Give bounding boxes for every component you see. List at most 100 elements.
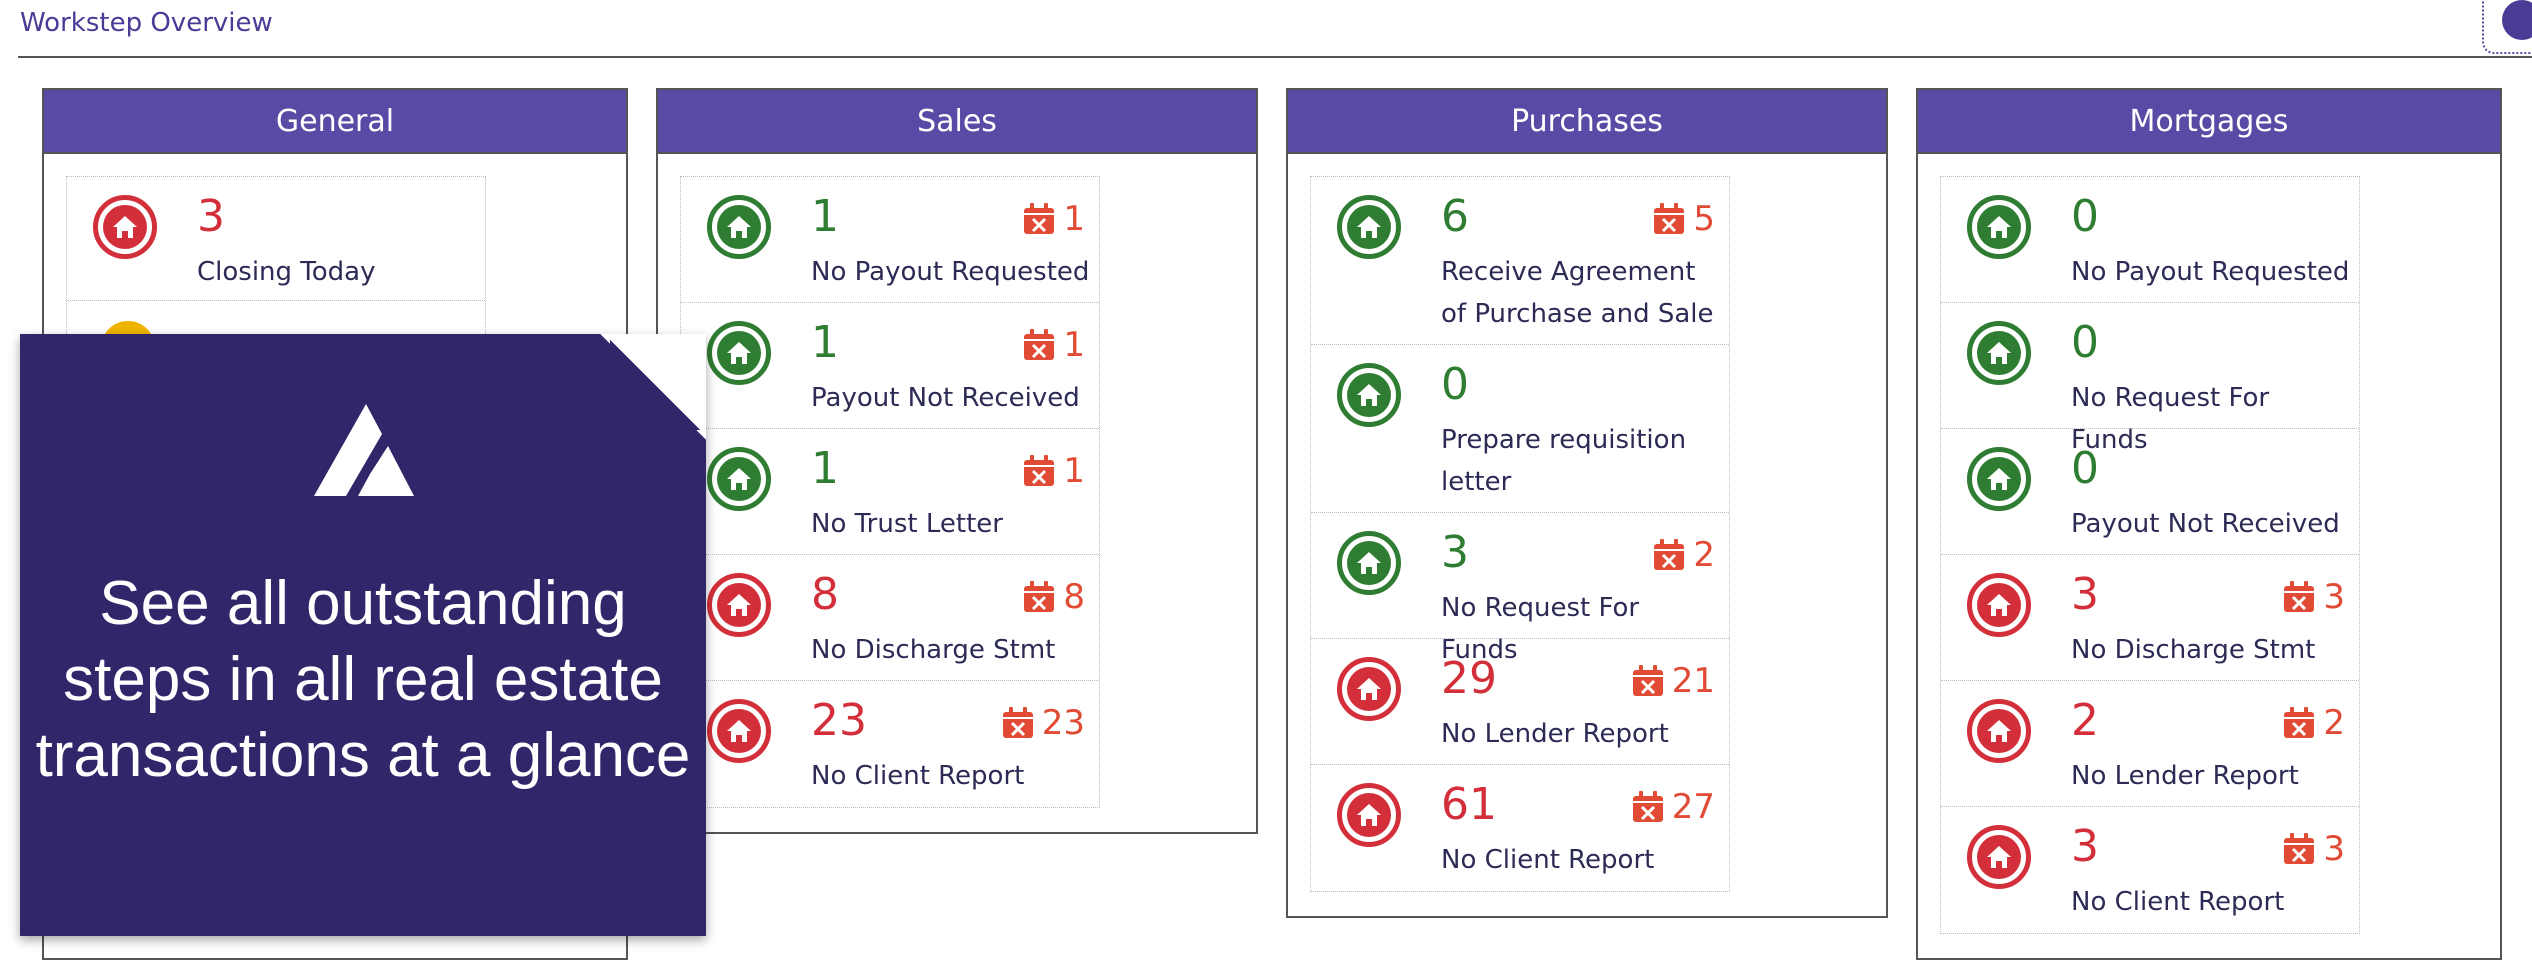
item-label: Payout Not Received xyxy=(811,383,1080,413)
page-title: Workstep Overview xyxy=(20,8,273,38)
overdue-badge[interactable]: 2 xyxy=(2281,703,2345,743)
list-item[interactable]: 23 23 No Client Report xyxy=(681,681,1099,807)
item-count: 1 xyxy=(811,191,839,242)
overdue-badge[interactable]: 23 xyxy=(1000,703,1085,743)
promo-tagline: See all outstanding steps in all real es… xyxy=(35,569,691,790)
user-menu-tab[interactable] xyxy=(2482,0,2532,54)
item-count: 2 xyxy=(2071,695,2099,746)
calendar-x-icon xyxy=(1024,329,1055,360)
item-count: 0 xyxy=(2071,317,2099,368)
overdue-badge[interactable]: 5 xyxy=(1651,199,1715,239)
list-item[interactable]: 1 1 Payout Not Received xyxy=(681,303,1099,429)
item-label: No Request For Funds xyxy=(2071,383,2270,455)
list-item[interactable]: 0 Prepare requisition letter xyxy=(1311,345,1729,513)
item-label: No Client Report xyxy=(1441,845,1655,875)
promo-overlay: See all outstanding steps in all real es… xyxy=(20,334,706,936)
calendar-x-icon xyxy=(2284,581,2315,612)
home-icon xyxy=(1967,195,2031,259)
overdue-badge[interactable]: 1 xyxy=(1021,199,1085,239)
home-icon xyxy=(1967,699,2031,763)
item-label: No Payout Requested xyxy=(2071,257,2350,287)
calendar-x-icon xyxy=(1024,203,1055,234)
overdue-badge[interactable]: 1 xyxy=(1021,325,1085,365)
list-item[interactable]: 29 21 No Lender Report xyxy=(1311,639,1729,765)
item-label: Closing Today xyxy=(197,257,376,287)
panel-title: Mortgages xyxy=(1918,90,2500,154)
calendar-x-icon xyxy=(1654,203,1685,234)
item-count: 3 xyxy=(2071,821,2099,872)
home-icon xyxy=(1337,657,1401,721)
overdue-badge[interactable]: 3 xyxy=(2281,577,2345,617)
list-item[interactable]: 3 3 No Discharge Stmt xyxy=(1941,555,2359,681)
item-count: 61 xyxy=(1441,779,1497,830)
overdue-badge[interactable]: 2 xyxy=(1651,535,1715,575)
home-icon xyxy=(707,699,771,763)
item-count: 23 xyxy=(811,695,867,746)
home-icon xyxy=(1337,195,1401,259)
overdue-count: 1 xyxy=(1063,325,1085,365)
item-label: No Lender Report xyxy=(2071,761,2299,791)
list-item[interactable]: 6 5 Receive Agreement of Purchase and Sa… xyxy=(1311,177,1729,345)
item-count: 0 xyxy=(2071,443,2099,494)
item-count: 3 xyxy=(1441,527,1469,578)
home-icon xyxy=(1967,447,2031,511)
list-item[interactable]: 2 2 No Lender Report xyxy=(1941,681,2359,807)
list-item[interactable]: 0 Payout Not Received xyxy=(1941,429,2359,555)
home-icon xyxy=(1337,531,1401,595)
item-label: No Client Report xyxy=(811,761,1025,791)
item-label: No Trust Letter xyxy=(811,509,1003,539)
list-item[interactable]: 3 3 No Client Report xyxy=(1941,807,2359,933)
item-label: No Discharge Stmt xyxy=(2071,635,2316,665)
overdue-count: 3 xyxy=(2323,577,2345,617)
overdue-count: 27 xyxy=(1671,787,1715,827)
overdue-count: 3 xyxy=(2323,829,2345,869)
overdue-count: 21 xyxy=(1671,661,1715,701)
home-icon xyxy=(707,573,771,637)
list-item[interactable]: 0 No Payout Requested xyxy=(1941,177,2359,303)
item-count: 8 xyxy=(811,569,839,620)
calendar-x-icon xyxy=(1654,539,1685,570)
panel-title: Sales xyxy=(658,90,1256,154)
panel-sales: Sales 1 1 No Payout Requested 1 1 Payout… xyxy=(656,88,1258,834)
home-icon xyxy=(707,321,771,385)
panel-purchases: Purchases 6 5 Receive Agreement of Purch… xyxy=(1286,88,1888,918)
overdue-badge[interactable]: 3 xyxy=(2281,829,2345,869)
workstep-list: 0 No Payout Requested 0 No Request For F… xyxy=(1940,176,2360,934)
overdue-count: 8 xyxy=(1063,577,1085,617)
overdue-count: 23 xyxy=(1041,703,1085,743)
list-item[interactable]: 3 2 No Request For Funds xyxy=(1311,513,1729,665)
home-icon xyxy=(93,195,157,259)
list-item[interactable]: 1 1 No Trust Letter xyxy=(681,429,1099,555)
list-item[interactable]: 1 1 No Payout Requested xyxy=(681,177,1099,303)
home-icon xyxy=(1337,363,1401,427)
overdue-badge[interactable]: 21 xyxy=(1630,661,1715,701)
brand-logo-icon xyxy=(314,404,414,496)
item-count: 1 xyxy=(811,317,839,368)
overdue-count: 1 xyxy=(1063,451,1085,491)
calendar-x-icon xyxy=(1632,665,1663,696)
list-item[interactable]: 0 No Request For Funds xyxy=(1941,303,2359,455)
item-label: Receive Agreement of Purchase and Sale xyxy=(1441,257,1714,329)
overdue-badge[interactable]: 27 xyxy=(1630,787,1715,827)
home-icon xyxy=(1967,825,2031,889)
overdue-count: 1 xyxy=(1063,199,1085,239)
item-count: 3 xyxy=(197,191,225,242)
overdue-badge[interactable]: 8 xyxy=(1021,577,1085,617)
list-item[interactable]: 8 8 No Discharge Stmt xyxy=(681,555,1099,681)
list-item[interactable]: 3 Closing Today xyxy=(67,177,485,301)
panel-mortgages: Mortgages 0 No Payout Requested 0 No Req… xyxy=(1916,88,2502,960)
calendar-x-icon xyxy=(1002,707,1033,738)
item-label: No Discharge Stmt xyxy=(811,635,1056,665)
overdue-badge[interactable]: 1 xyxy=(1021,451,1085,491)
home-icon xyxy=(707,195,771,259)
workstep-list: 3 Closing Today xyxy=(66,176,486,342)
page-header: Workstep Overview xyxy=(18,0,2532,58)
calendar-x-icon xyxy=(2284,833,2315,864)
calendar-x-icon xyxy=(2284,707,2315,738)
item-label: Prepare requisition letter xyxy=(1441,425,1687,497)
item-count: 29 xyxy=(1441,653,1497,704)
list-item[interactable]: 61 27 No Client Report xyxy=(1311,765,1729,891)
calendar-x-icon xyxy=(1024,581,1055,612)
item-count: 6 xyxy=(1441,191,1469,242)
item-count: 3 xyxy=(2071,569,2099,620)
